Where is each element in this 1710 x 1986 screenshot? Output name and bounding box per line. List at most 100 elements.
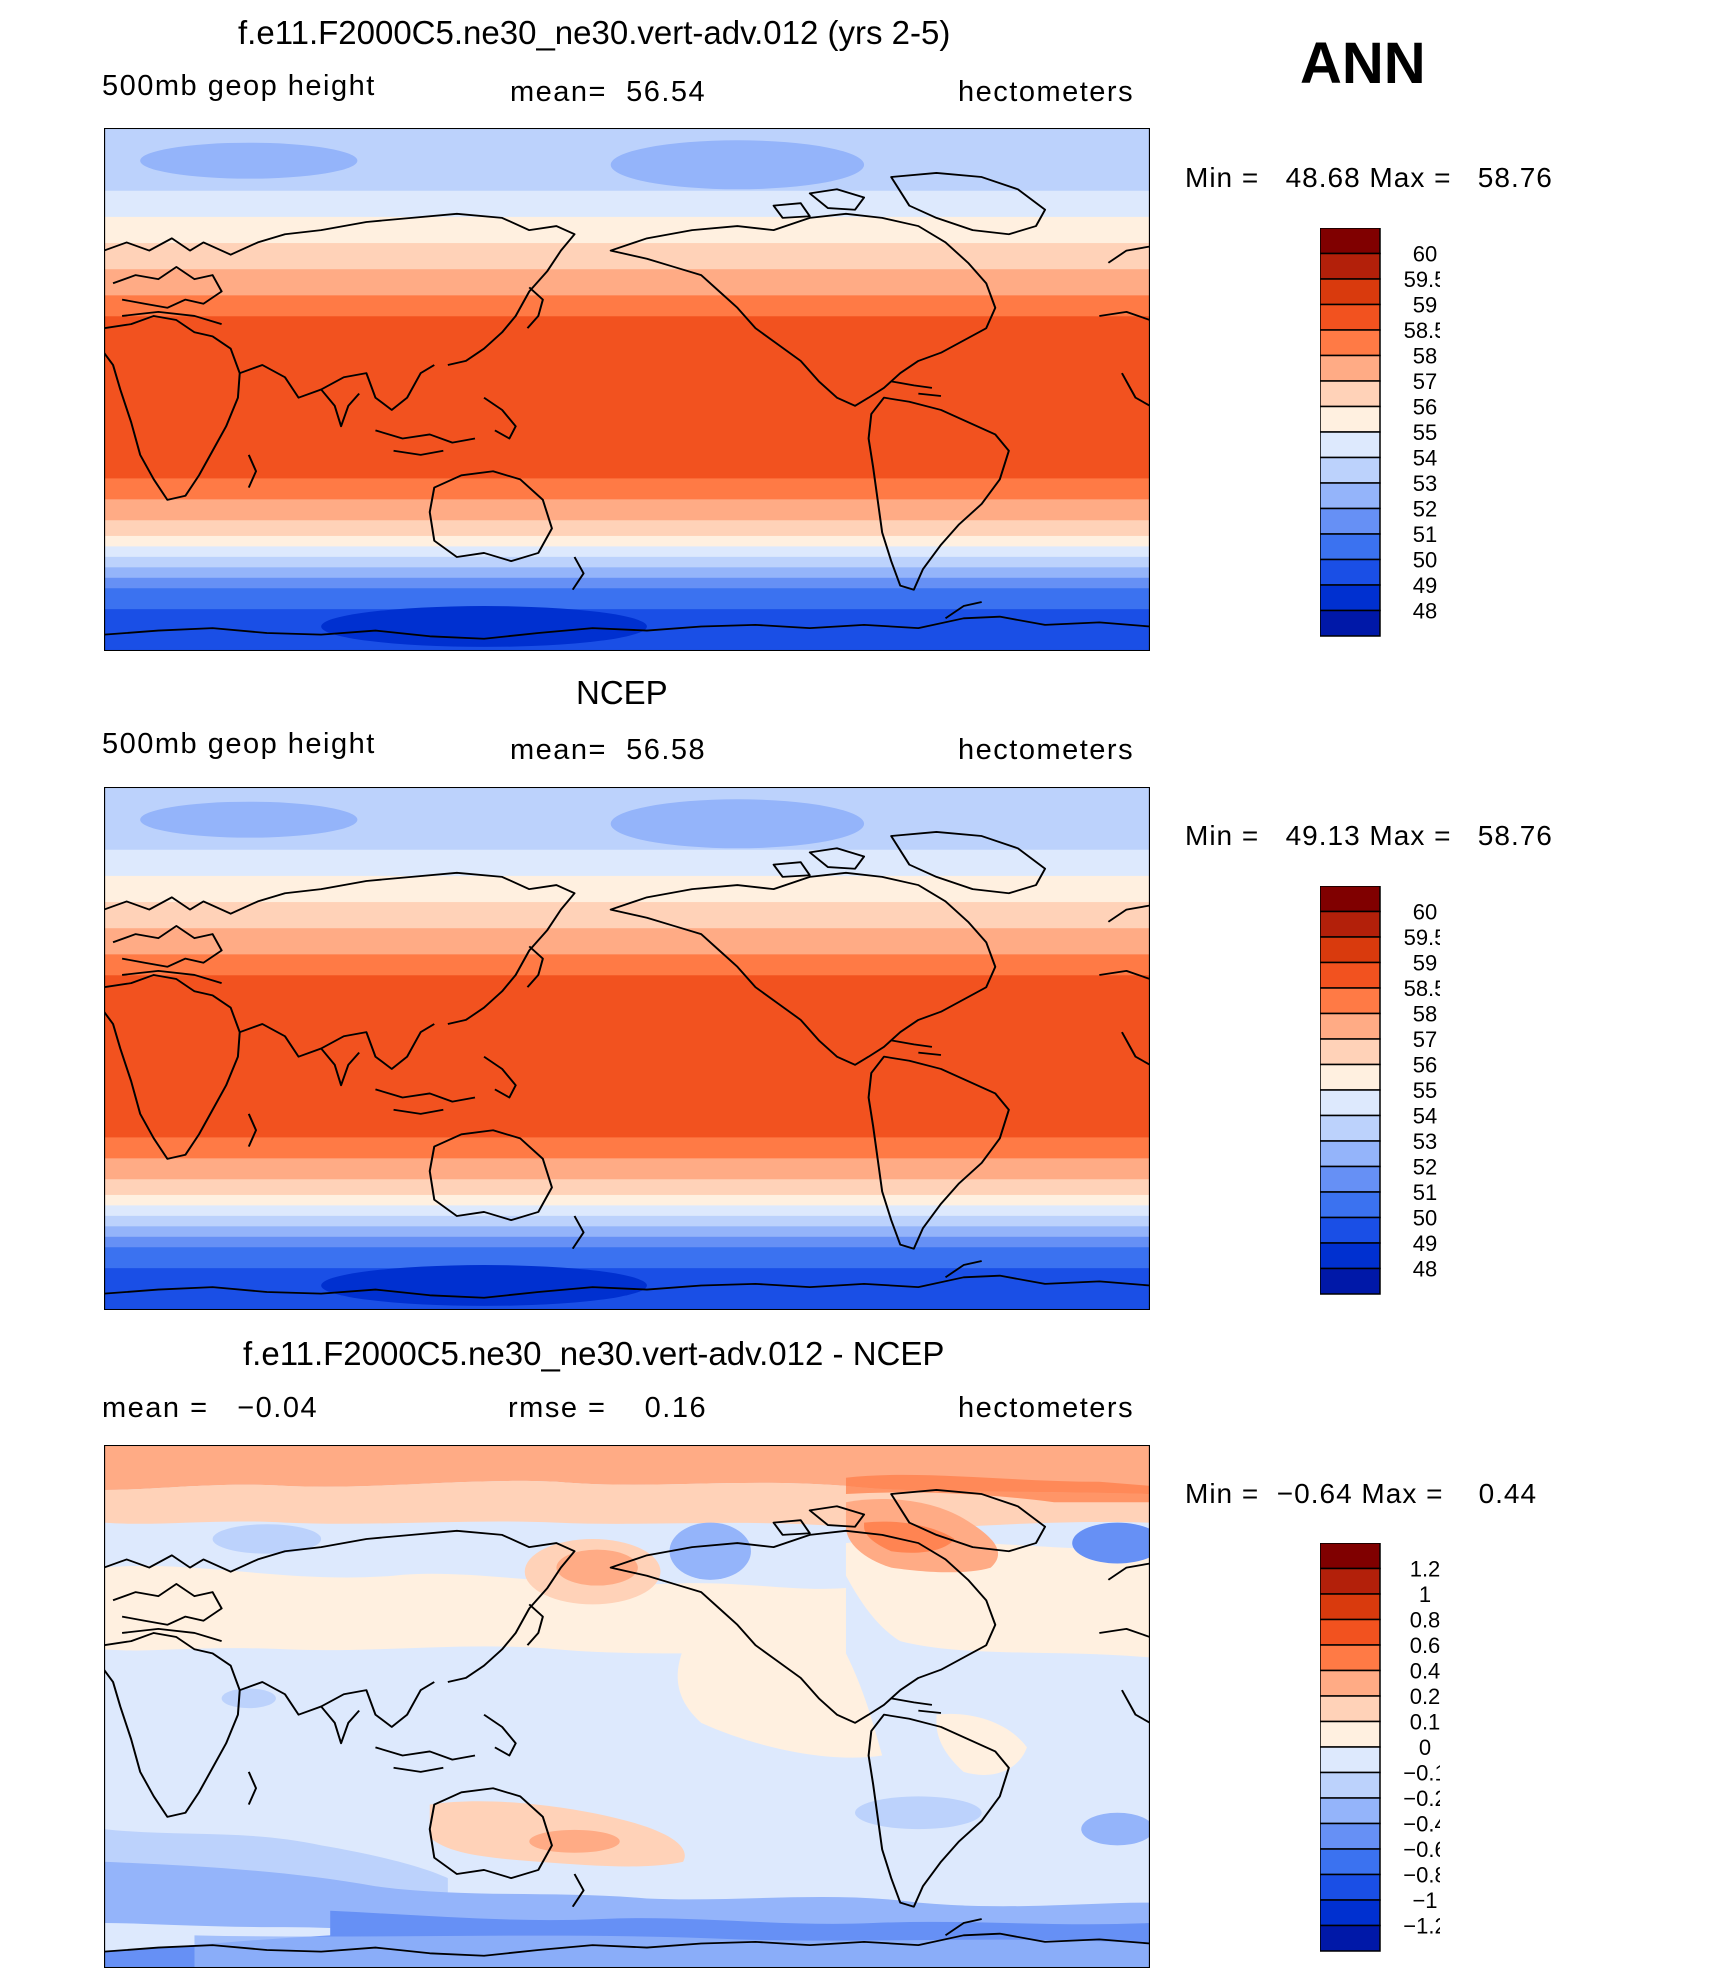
contour-band: [104, 556, 1150, 569]
contour-band: [104, 316, 1150, 454]
panel2-minmax: Min = 49.13 Max = 58.76: [1185, 820, 1553, 851]
contour-patch: [610, 140, 865, 190]
colorbar-box: [1320, 1567, 1381, 1595]
colorbar-box: [1320, 1242, 1381, 1270]
colorbar-label: 0.4: [1410, 1659, 1440, 1684]
colorbar-label: 59.5: [1404, 925, 1440, 950]
contour-band: [104, 902, 1150, 930]
panel2-variable-label: 500mb geop height: [102, 728, 376, 760]
colorbar-box: [1320, 1669, 1381, 1697]
colorbar-label: 49: [1413, 1231, 1437, 1256]
colorbar-box: [1320, 303, 1381, 331]
contour-band: [104, 499, 1150, 522]
colorbar-label: 60: [1413, 242, 1437, 267]
colorbar-label: 1.2: [1410, 1557, 1440, 1582]
contour-band: [104, 1137, 1150, 1160]
contour-band: [104, 975, 1150, 1113]
colorbar-label: 56: [1413, 1053, 1437, 1078]
colorbar-box: [1320, 1114, 1381, 1142]
colorbar-label: 52: [1413, 1155, 1437, 1180]
panel2-map: [104, 787, 1150, 1310]
colorbar-label: 53: [1413, 1129, 1437, 1154]
colorbar-label: −1.2: [1403, 1914, 1440, 1939]
panel3-colorbar: 1.210.80.60.40.20.10−0.1−0.2−0.4−0.6−0.8…: [1320, 1543, 1440, 1952]
contour-band: [104, 577, 1150, 590]
colorbar-box: [1320, 482, 1381, 510]
colorbar-box: [1320, 1822, 1381, 1850]
colorbar-box: [1320, 405, 1381, 433]
colorbar-label: 0: [1419, 1735, 1431, 1760]
contour-band: [104, 849, 1150, 877]
colorbar-label: 50: [1413, 1206, 1437, 1231]
colorbar-label: 51: [1413, 1180, 1437, 1205]
colorbar-label: −1: [1412, 1888, 1437, 1913]
panel2-bands: [104, 787, 1150, 1310]
colorbar-label: 0.2: [1410, 1684, 1440, 1709]
colorbar-label: −0.4: [1403, 1812, 1440, 1837]
colorbar-label: 57: [1413, 369, 1437, 394]
colorbar-box: [1320, 1618, 1381, 1646]
contour-band: [104, 1179, 1150, 1196]
contour-band: [104, 452, 1150, 480]
season-label: ANN: [1300, 31, 1426, 96]
colorbar-label: 54: [1413, 1104, 1437, 1129]
colorbar-label: 59.5: [1404, 267, 1440, 292]
contour-band: [104, 1158, 1150, 1181]
colorbar-label: 56: [1413, 395, 1437, 420]
colorbar-label: 55: [1413, 420, 1437, 445]
colorbar-label: 52: [1413, 497, 1437, 522]
colorbar-box: [1320, 1644, 1381, 1672]
colorbar-label: 51: [1413, 522, 1437, 547]
colorbar-label: 53: [1413, 471, 1437, 496]
colorbar-box: [1320, 1140, 1381, 1168]
contour-band: [104, 1215, 1150, 1228]
contour-band: [104, 1226, 1150, 1238]
colorbar-box: [1320, 1873, 1381, 1901]
contour-band: [104, 928, 1150, 956]
contour-band: [104, 1205, 1150, 1217]
colorbar-label: 48: [1413, 599, 1437, 624]
colorbar-box: [1320, 1797, 1381, 1825]
colorbar-box: [1320, 456, 1381, 484]
colorbar-label: 59: [1413, 293, 1437, 318]
contour-band: [104, 1111, 1150, 1139]
colorbar-box: [1320, 1771, 1381, 1799]
contour-band: [104, 875, 1150, 903]
colorbar-box: [1320, 354, 1381, 382]
colorbar-label: 55: [1413, 1078, 1437, 1103]
colorbar-box: [1320, 961, 1381, 989]
colorbar-box: [1320, 1695, 1381, 1723]
contour-patch: [321, 1265, 647, 1306]
panel2-title: NCEP: [576, 674, 668, 711]
contour-band: [104, 1194, 1150, 1207]
contour-patch: [140, 801, 358, 838]
panel2-mean-label: mean= 56.58: [510, 734, 707, 766]
contour-band: [104, 546, 1150, 558]
colorbar-box: [1320, 910, 1381, 938]
panel3-rmse-label: rmse = 0.16: [508, 1392, 708, 1424]
colorbar-label: −0.8: [1403, 1863, 1440, 1888]
colorbar-label: 0.6: [1410, 1633, 1440, 1658]
panel1-units-label: hectometers: [958, 76, 1135, 108]
colorbar-box: [1320, 252, 1381, 280]
colorbar-label: 0.8: [1410, 1608, 1440, 1633]
colorbar-box: [1320, 329, 1381, 357]
panel3-mean-label: mean = −0.04: [102, 1392, 319, 1424]
colorbar-box: [1320, 1543, 1381, 1570]
colorbar-box: [1320, 431, 1381, 459]
contour-band: [104, 1236, 1150, 1249]
contour-band: [104, 190, 1150, 218]
colorbar-box: [1320, 1593, 1381, 1621]
panel1-variable-label: 500mb geop height: [102, 70, 376, 102]
colorbar-label: 0.1: [1410, 1710, 1440, 1735]
contour-band: [104, 478, 1150, 501]
colorbar-box: [1320, 609, 1381, 637]
panel2-units-label: hectometers: [958, 734, 1135, 766]
colorbar-label: 58: [1413, 1002, 1437, 1027]
colorbar-label: −0.2: [1403, 1786, 1440, 1811]
panel1-title: f.e11.F2000C5.ne30_ne30.vert-adv.012 (yr…: [238, 14, 951, 51]
colorbar-label: 48: [1413, 1257, 1437, 1282]
colorbar-box: [1320, 987, 1381, 1015]
colorbar-label: −0.1: [1403, 1761, 1440, 1786]
colorbar-label: 1: [1419, 1582, 1431, 1607]
